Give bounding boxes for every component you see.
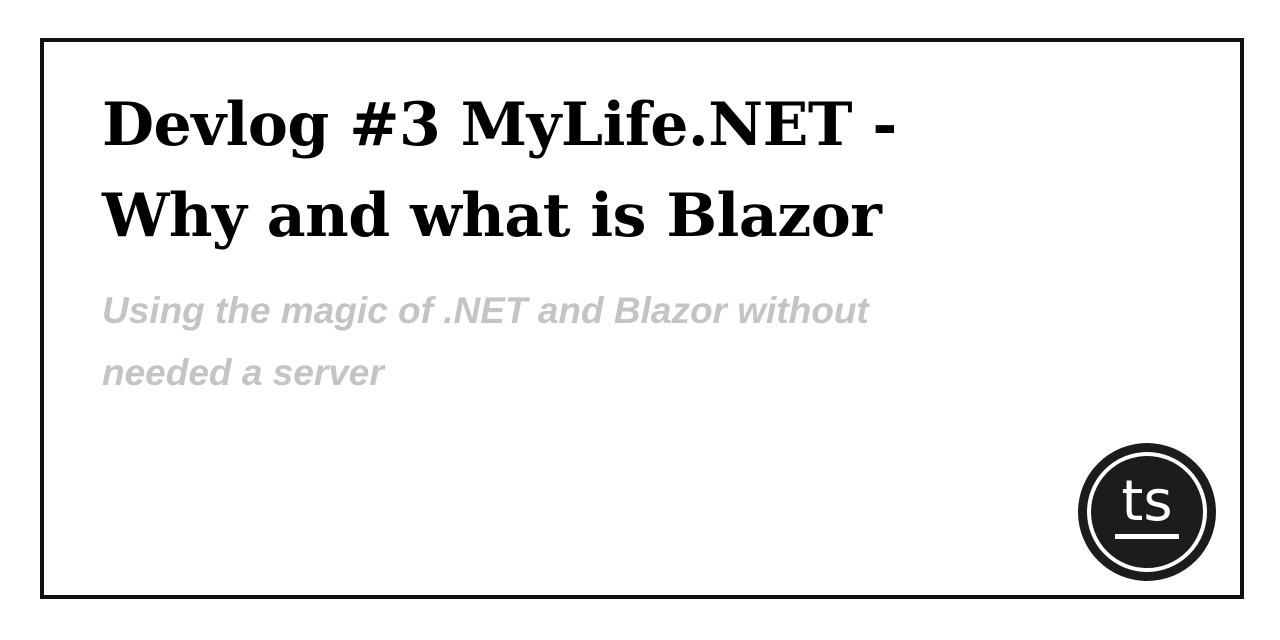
social-card: Devlog #3 MyLife.NET - Why and what is B… (40, 38, 1244, 599)
post-title: Devlog #3 MyLife.NET - Why and what is B… (102, 80, 1002, 262)
post-subtitle-line-2: needed a server (102, 352, 384, 393)
post-title-line-1: Devlog #3 MyLife.NET - (102, 90, 897, 160)
logo-text: ts (1121, 469, 1172, 534)
post-subtitle: Using the magic of .NET and Blazor witho… (102, 280, 1022, 404)
logo-underline (1115, 534, 1179, 539)
ts-logo: ts (1078, 443, 1216, 581)
logo-outer-circle (1078, 443, 1216, 581)
post-subtitle-line-1: Using the magic of .NET and Blazor witho… (102, 290, 869, 331)
logo-inner-ring (1087, 452, 1207, 572)
post-title-line-2: Why and what is Blazor (102, 181, 882, 251)
